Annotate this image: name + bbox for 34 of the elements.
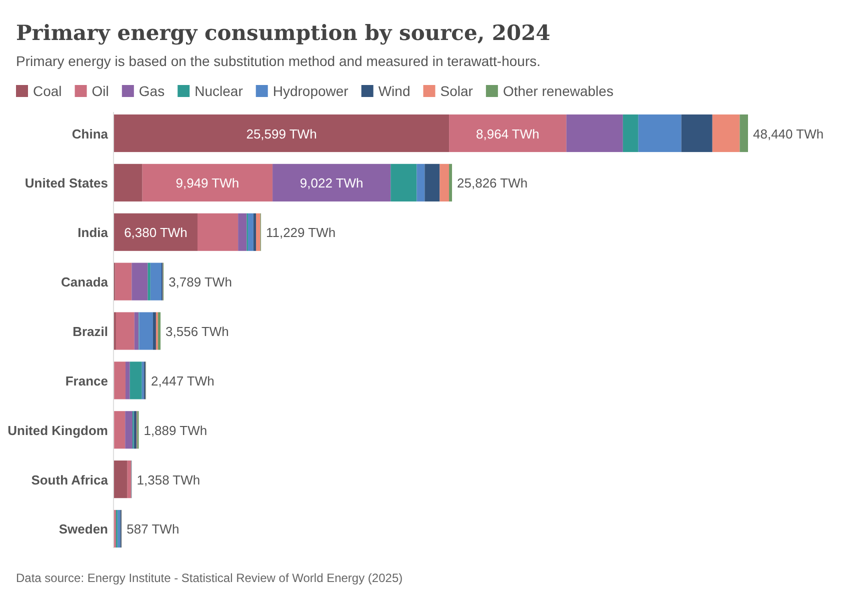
- data-label: 25,599 TWh: [246, 126, 317, 142]
- total-label: 587 TWh: [126, 522, 180, 537]
- legend-label: Gas: [138, 83, 165, 99]
- total-label: 3,789 TWh: [168, 274, 232, 290]
- data-label: 8,964 TWh: [476, 126, 540, 142]
- y-tick-label: Canada: [61, 274, 109, 290]
- total-label: 11,229 TWh: [266, 225, 336, 240]
- legend-label: Solar: [440, 83, 474, 99]
- source-note: Data source: Energy Institute - Statistical Review of World Energy (2025): [16, 571, 403, 585]
- y-tick-label: India: [78, 225, 109, 240]
- total-label: 1,889 TWh: [144, 422, 208, 438]
- legend-label: Coal: [33, 83, 62, 99]
- total-label: 3,556 TWh: [166, 324, 229, 339]
- legend-label: Hydropower: [272, 83, 349, 99]
- total-label: 1,358 TWh: [136, 472, 200, 488]
- legend-label: Oil: [92, 83, 109, 99]
- y-tick-label: France: [65, 373, 108, 388]
- legend-label: Wind: [378, 83, 410, 99]
- legend-label: Nuclear: [194, 83, 244, 99]
- total-label: 48,440 TWh: [753, 126, 824, 142]
- data-label: 9,022 TWh: [300, 176, 364, 191]
- data-label: 9,949 TWh: [176, 176, 240, 191]
- total-label: 2,447 TWh: [151, 373, 214, 388]
- legend-label: Other renewables: [502, 83, 614, 99]
- chart-subtitle: Primary energy is based on the substitution method and measured in terawatt-hours.: [16, 53, 541, 69]
- y-tick-label: United Kingdom: [8, 422, 108, 438]
- y-tick-label: South Africa: [31, 472, 109, 488]
- chart-title: Primary energy consumption by source, 2024: [16, 20, 550, 45]
- data-label: 6,380 TWh: [124, 225, 188, 240]
- y-tick-label: Sweden: [58, 522, 108, 537]
- y-tick-label: Brazil: [72, 324, 108, 339]
- total-label: 25,826 TWh: [457, 176, 528, 191]
- y-tick-label: China: [72, 126, 109, 142]
- y-tick-label: United States: [24, 176, 108, 191]
